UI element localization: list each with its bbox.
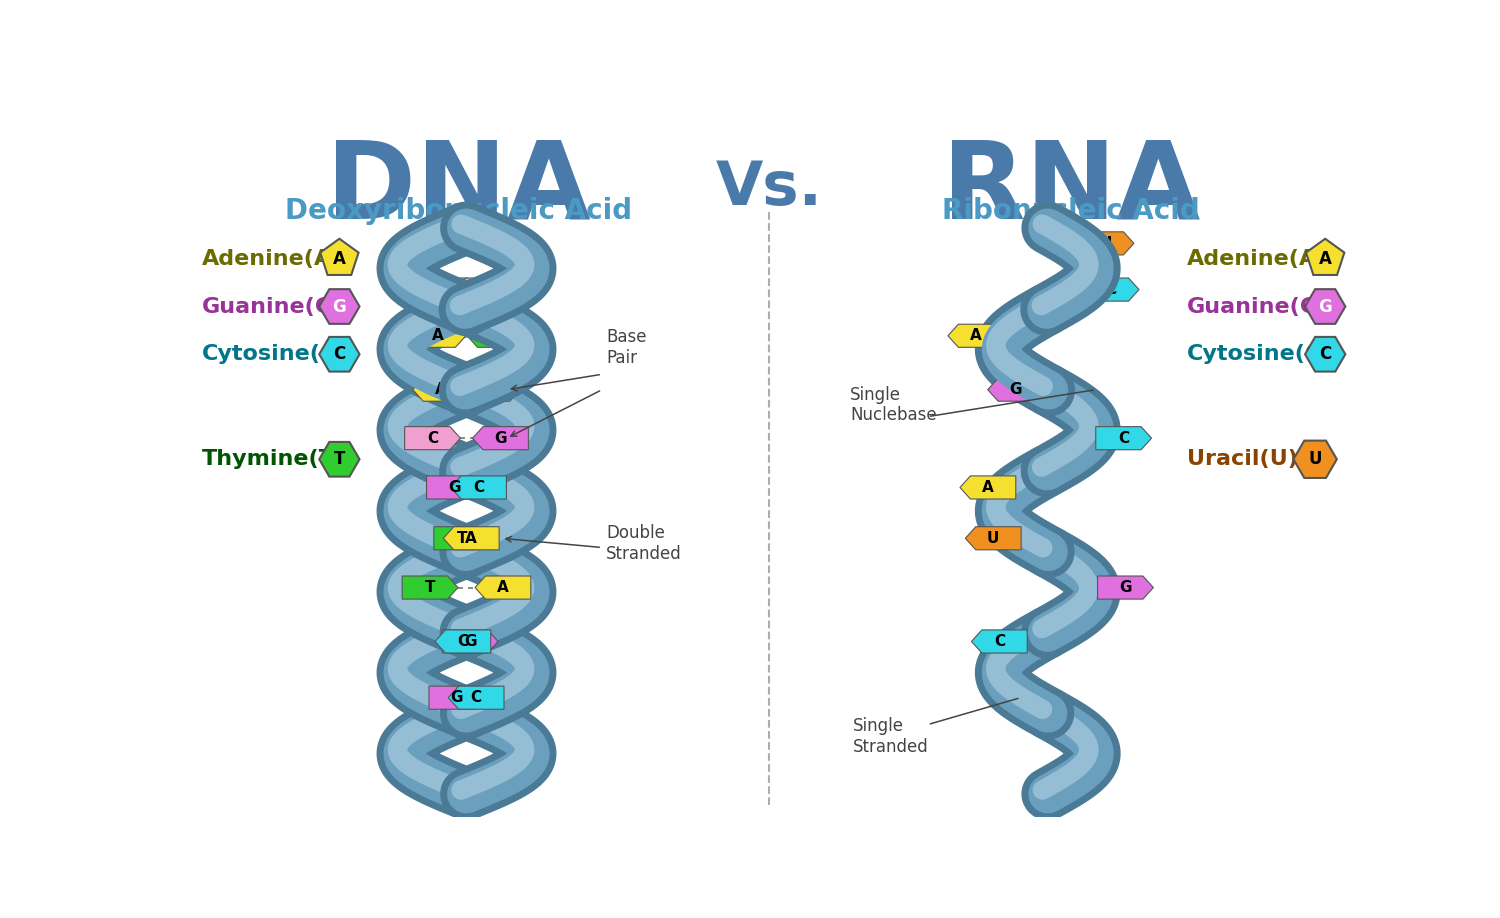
Text: Thymine(T): Thymine(T) <box>201 449 345 469</box>
Text: G: G <box>464 634 477 649</box>
Polygon shape <box>1078 232 1134 255</box>
Text: A: A <box>435 382 447 397</box>
Text: G: G <box>450 690 464 705</box>
Text: G: G <box>1010 382 1022 397</box>
Text: T: T <box>333 450 345 468</box>
Text: A: A <box>1318 250 1332 268</box>
Text: A: A <box>982 480 994 495</box>
Polygon shape <box>472 427 528 450</box>
Text: G: G <box>1318 297 1332 316</box>
Text: Deoxyribonucleic Acid: Deoxyribonucleic Acid <box>285 197 633 225</box>
Polygon shape <box>987 378 1044 401</box>
Text: G: G <box>477 282 489 297</box>
Polygon shape <box>966 527 1022 550</box>
Polygon shape <box>1305 289 1346 324</box>
Text: Single
Nuclebase: Single Nuclebase <box>850 386 936 424</box>
Text: C: C <box>1118 431 1130 445</box>
Text: U: U <box>1100 236 1112 251</box>
Polygon shape <box>1305 337 1346 372</box>
Polygon shape <box>402 576 457 599</box>
Polygon shape <box>433 527 489 550</box>
Text: C: C <box>1318 345 1332 364</box>
Text: A: A <box>452 236 462 251</box>
Polygon shape <box>1096 427 1152 450</box>
Text: Double
Stranded: Double Stranded <box>606 524 681 563</box>
Text: C: C <box>472 480 484 495</box>
Text: DNA: DNA <box>327 136 591 241</box>
Text: Base
Pair: Base Pair <box>606 328 646 366</box>
Polygon shape <box>1306 239 1344 275</box>
Text: RNA: RNA <box>942 136 1200 241</box>
Text: U: U <box>987 531 999 546</box>
Text: Ribonucleic Acid: Ribonucleic Acid <box>942 197 1200 225</box>
Polygon shape <box>450 476 507 499</box>
Polygon shape <box>448 232 504 255</box>
Text: G: G <box>448 480 460 495</box>
Text: A: A <box>970 329 981 343</box>
Polygon shape <box>320 289 360 324</box>
Polygon shape <box>465 378 520 401</box>
Text: C: C <box>994 634 1005 649</box>
Text: Guanine(G): Guanine(G) <box>201 297 344 317</box>
Text: C: C <box>333 345 345 364</box>
Polygon shape <box>476 576 531 599</box>
Polygon shape <box>320 442 360 476</box>
Text: Cytosine(C): Cytosine(C) <box>201 344 346 364</box>
Text: T: T <box>456 531 466 546</box>
Polygon shape <box>1098 576 1154 599</box>
Polygon shape <box>444 527 500 550</box>
Polygon shape <box>426 476 483 499</box>
Polygon shape <box>422 278 477 301</box>
Text: T: T <box>490 329 501 343</box>
Text: Adenine(A): Adenine(A) <box>201 249 342 269</box>
Text: C: C <box>488 382 498 397</box>
Text: Single
Stranded: Single Stranded <box>852 717 928 756</box>
Text: A: A <box>432 329 444 343</box>
Text: G: G <box>1119 580 1131 595</box>
Text: C: C <box>444 282 454 297</box>
Polygon shape <box>320 239 358 275</box>
Polygon shape <box>1083 278 1138 301</box>
Text: Adenine(A): Adenine(A) <box>1188 249 1328 269</box>
Text: Cytosine(C): Cytosine(C) <box>1188 344 1332 364</box>
Polygon shape <box>413 378 468 401</box>
Polygon shape <box>1293 441 1336 478</box>
Polygon shape <box>948 324 1004 347</box>
Polygon shape <box>972 630 1028 653</box>
Polygon shape <box>429 686 484 710</box>
Text: T: T <box>424 580 435 595</box>
Polygon shape <box>448 686 504 710</box>
Text: A: A <box>496 580 508 595</box>
Text: C: C <box>458 634 468 649</box>
Text: Guanine(G): Guanine(G) <box>1188 297 1329 317</box>
Text: A: A <box>465 531 477 546</box>
Polygon shape <box>435 630 490 653</box>
Polygon shape <box>429 232 484 255</box>
Polygon shape <box>466 324 524 347</box>
Text: Vs.: Vs. <box>716 159 822 218</box>
Polygon shape <box>442 630 498 653</box>
Text: U: U <box>1308 450 1322 468</box>
Polygon shape <box>320 337 360 372</box>
Text: T: T <box>471 236 482 251</box>
Text: C: C <box>1106 282 1116 297</box>
Polygon shape <box>960 476 1016 499</box>
Text: G: G <box>494 431 507 445</box>
Text: G: G <box>333 297 346 316</box>
Text: A: A <box>333 250 346 268</box>
Polygon shape <box>405 427 460 450</box>
Polygon shape <box>410 324 466 347</box>
Text: C: C <box>471 690 482 705</box>
Polygon shape <box>456 278 512 301</box>
Text: C: C <box>427 431 438 445</box>
Text: Uracil(U): Uracil(U) <box>1188 449 1298 469</box>
